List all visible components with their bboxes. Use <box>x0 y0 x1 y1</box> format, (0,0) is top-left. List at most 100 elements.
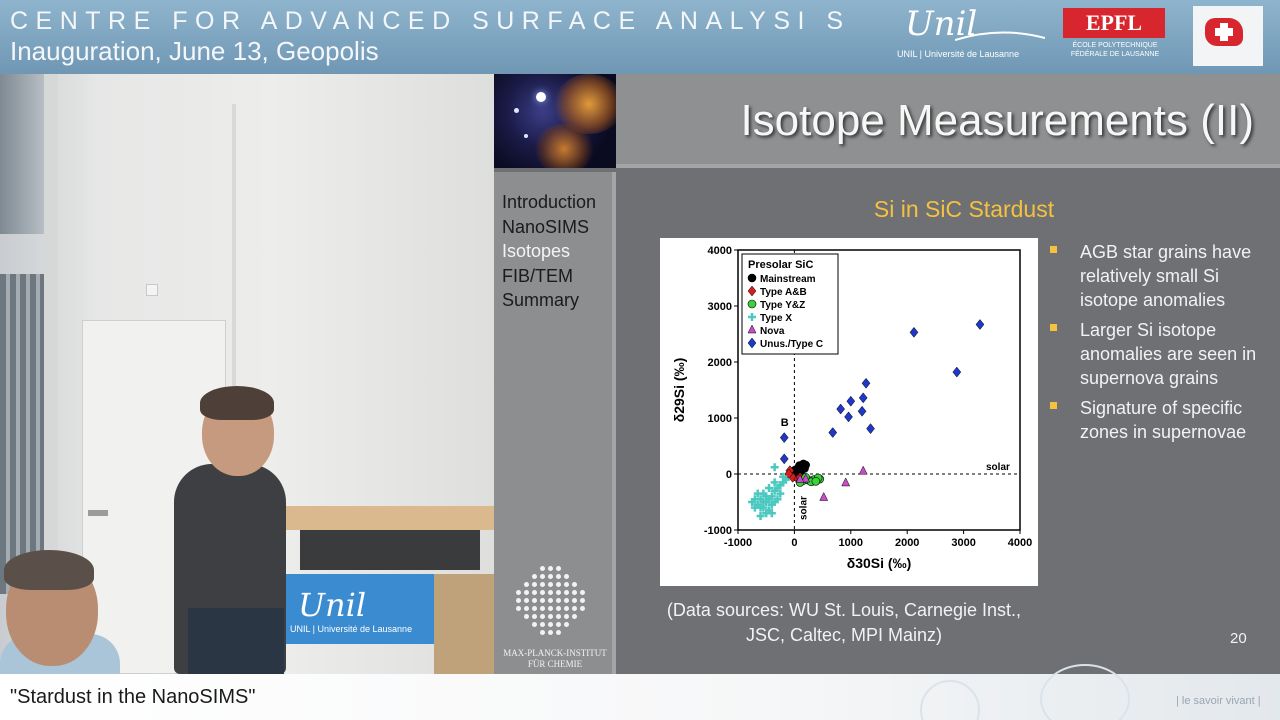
mpi-dot <box>540 566 545 571</box>
bullet-text: Signature of specific zones in supernova… <box>1080 398 1247 442</box>
speaker-hair <box>200 386 274 420</box>
data-point-type-x <box>759 498 768 506</box>
x-tick-label: 3000 <box>951 537 975 549</box>
y-axis-label: δ29Si (‰) <box>671 358 687 423</box>
mpi-dot <box>564 582 569 587</box>
data-point-unus-type-c <box>909 326 919 338</box>
mpi-dot <box>564 606 569 611</box>
mpi-dot <box>532 574 537 579</box>
x-tick-label: 4000 <box>1008 537 1032 549</box>
data-point-type-x <box>765 495 774 504</box>
window-blinds <box>0 274 44 594</box>
banner-subtitle: Inauguration, June 13, Geopolis <box>10 36 379 66</box>
mpi-dot <box>548 598 553 603</box>
mpi-dot <box>556 582 561 587</box>
scatter-plot-svg: -1000 0 1000 2000 3000 4000 -1000 0 1000 2000 3000… <box>671 245 1032 571</box>
mpi-dot <box>556 598 561 603</box>
lectern-top <box>272 506 494 530</box>
mpi-dot <box>524 606 529 611</box>
data-point-type-x <box>765 484 774 492</box>
mpi-dot <box>540 622 545 627</box>
mpi-dot <box>524 598 529 603</box>
mpi-dot <box>580 590 585 595</box>
unil-logo-swoosh-icon <box>955 31 1045 41</box>
mpi-dot <box>580 598 585 603</box>
data-sources: (Data sources: WU St. Louis, Carnegie In… <box>634 598 1054 648</box>
data-point-unus-type-c <box>828 427 838 438</box>
swiss-map-logo <box>1193 6 1263 66</box>
legend-entry: Type A&B <box>760 287 807 298</box>
x-axis-label: δ30Si (‰) <box>847 555 912 571</box>
mpi-dot <box>564 590 569 595</box>
y-tick-label: 4000 <box>708 245 732 257</box>
data-point-unus-type-c <box>836 403 845 415</box>
scatter-plot: -1000 0 1000 2000 3000 4000 -1000 0 1000 2000 3000… <box>660 238 1038 586</box>
epfl-logo: EPFL ÉCOLE POLYTECHNIQUE FÉDÉRALE DE LAU… <box>1063 8 1167 62</box>
slide-title: Isotope Measurements (II) <box>740 96 1254 145</box>
mpi-dot <box>532 622 537 627</box>
window-upper <box>0 74 44 234</box>
mpi-dot <box>548 566 553 571</box>
speaker-jeans <box>188 608 284 674</box>
bullet-text: AGB star grains have relatively small Si… <box>1080 242 1252 310</box>
y-tick-label: 1000 <box>708 413 732 425</box>
mpi-dot <box>524 582 529 587</box>
slide-header: Isotope Measurements (II) <box>494 74 1280 168</box>
data-point-type-x <box>779 472 788 481</box>
legend-marker <box>747 285 757 297</box>
mpi-logo-icon <box>514 562 585 642</box>
epfl-logo-mark: EPFL <box>1063 8 1165 38</box>
data-point-type-x <box>776 489 785 498</box>
doodle-circle-icon <box>920 680 980 720</box>
data-point-type-x <box>770 478 779 487</box>
mpi-dot <box>532 598 537 603</box>
lectern-panel <box>284 574 434 644</box>
slide-nav-column: Introduction NanoSIMS Isotopes FIB/TEM S… <box>494 172 616 674</box>
caption-bar: "Stardust in the NanoSIMS" | le savoir v… <box>0 664 1280 720</box>
mpi-dot <box>548 590 553 595</box>
doodle-circle-icon <box>1040 664 1130 720</box>
data-point-type-x <box>753 489 762 498</box>
mpi-dot <box>548 582 553 587</box>
data-point-nova <box>795 474 805 483</box>
data-sources-line2: JSC, Caltec, MPI Mainz) <box>745 625 943 645</box>
swiss-cross-icon <box>1205 18 1243 46</box>
mpi-dot <box>540 614 545 619</box>
mpi-dot <box>556 622 561 627</box>
solar-label-horizontal: solar <box>986 462 1010 473</box>
mpi-dot <box>532 590 537 595</box>
mpi-dot <box>540 598 545 603</box>
door-handle <box>88 510 108 516</box>
data-point-unus-type-c <box>779 453 789 465</box>
mpi-dot <box>556 590 561 595</box>
mpi-dot <box>548 614 553 619</box>
legend-marker <box>747 299 757 309</box>
mpi-dot <box>556 574 561 579</box>
x-tick-label: 2000 <box>895 537 919 549</box>
lectern-stand <box>300 530 480 570</box>
unil-logo: Unil UNIL | Université de Lausanne <box>895 4 1055 68</box>
data-point-unus-type-c <box>846 395 856 407</box>
data-point-type-y-z <box>811 476 821 486</box>
mpi-text-line2: FÜR CHEMIE <box>527 659 583 669</box>
mpi-dot <box>564 574 569 579</box>
data-point-unus-type-c <box>975 319 985 330</box>
mpi-dot <box>540 606 545 611</box>
legend-entry: Nova <box>760 326 785 337</box>
legend-entry: Type X <box>760 313 792 324</box>
bullet-marker-icon <box>1050 402 1057 409</box>
lectern-side <box>434 574 494 674</box>
nav-nanosims: NanoSIMS <box>502 217 590 237</box>
data-point-unus-type-c <box>779 432 789 444</box>
banner-title: CENTRE FOR ADVANCED SURFACE ANALYSI S <box>10 7 851 35</box>
mpi-dot <box>516 598 521 603</box>
mpi-dot <box>548 622 553 627</box>
data-point-unus-type-c <box>861 377 871 389</box>
y-tick-label: 3000 <box>708 301 732 313</box>
mpi-dot <box>524 614 529 619</box>
legend-entry: Unus./Type C <box>760 339 823 350</box>
legend-marker <box>747 337 757 349</box>
slide: Isotope Measurements (II) Introduction N… <box>494 74 1280 674</box>
bullet-marker-icon <box>1050 246 1057 253</box>
video-caption: "Stardust in the NanoSIMS" <box>10 686 256 708</box>
